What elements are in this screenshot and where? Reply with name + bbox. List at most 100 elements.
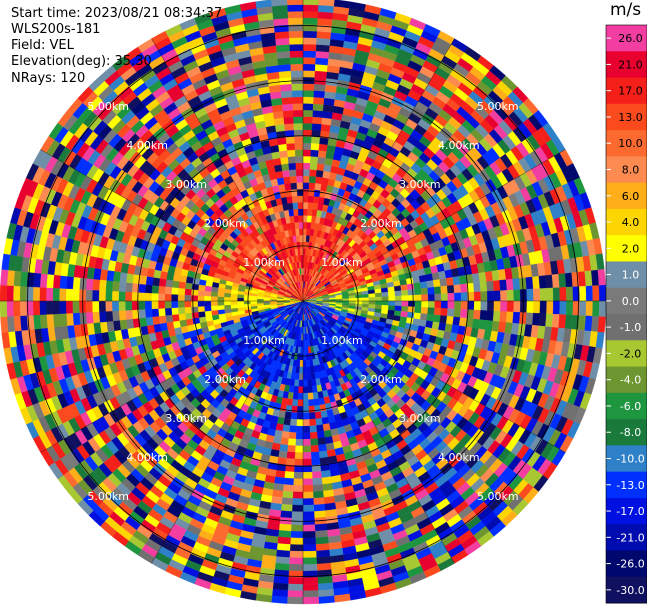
velocity-gate <box>314 523 328 532</box>
velocity-gate <box>66 276 74 290</box>
velocity-gate <box>375 296 383 302</box>
velocity-gate <box>302 123 313 131</box>
velocity-gate <box>282 490 294 499</box>
velocity-gate <box>297 392 304 400</box>
velocity-gate <box>204 290 212 297</box>
velocity-gate <box>230 304 238 309</box>
velocity-gate <box>46 273 55 289</box>
velocity-gate <box>302 155 311 164</box>
velocity-gate <box>171 287 179 295</box>
velocity-gate <box>479 281 488 292</box>
velocity-gates <box>0 0 607 605</box>
velocity-gate <box>315 543 330 552</box>
velocity-gate <box>414 300 422 308</box>
velocity-gate <box>512 311 521 324</box>
velocity-gate <box>295 432 304 440</box>
velocity-gate <box>313 404 321 413</box>
velocity-gate <box>287 444 296 453</box>
velocity-gate <box>172 320 181 329</box>
velocity-gate <box>6 300 14 317</box>
velocity-gate <box>427 287 435 295</box>
velocity-gate <box>6 269 15 286</box>
velocity-gate <box>559 300 567 315</box>
velocity-gate <box>302 188 310 196</box>
velocity-gate <box>559 287 567 302</box>
velocity-gate <box>210 291 218 297</box>
velocity-gate <box>320 470 331 479</box>
velocity-gate <box>210 296 218 302</box>
velocity-gate <box>112 310 120 322</box>
velocity-gate <box>289 550 304 559</box>
velocity-gate <box>421 300 429 308</box>
velocity-gate <box>545 274 554 289</box>
velocity-gate <box>273 476 285 485</box>
velocity-gate <box>295 438 304 447</box>
velocity-gate <box>302 537 316 545</box>
velocity-gate <box>171 313 180 322</box>
velocity-gate <box>184 288 192 296</box>
velocity-gate <box>315 176 323 185</box>
velocity-gate <box>314 70 328 79</box>
velocity-gate <box>314 182 322 191</box>
velocity-gate <box>125 291 133 302</box>
velocity-gate <box>302 175 310 183</box>
velocity-gate <box>597 316 606 333</box>
velocity-gate <box>302 103 314 111</box>
velocity-gate <box>302 504 315 512</box>
velocity-gate <box>111 290 119 302</box>
velocity-gate <box>118 300 126 311</box>
velocity-gate <box>454 300 462 310</box>
velocity-gate <box>6 316 15 333</box>
velocity-gate <box>302 425 311 433</box>
velocity-gate <box>302 0 319 6</box>
velocity-gate <box>318 595 335 604</box>
velocity-gate <box>302 386 308 394</box>
velocity-gate <box>286 451 296 460</box>
velocity-gate <box>539 288 547 302</box>
velocity-gate <box>546 300 554 315</box>
velocity-gate <box>144 292 152 302</box>
velocity-gate <box>418 274 427 283</box>
velocity-gate <box>406 283 415 291</box>
velocity-gate <box>302 169 311 177</box>
velocity-gate <box>288 577 304 585</box>
velocity-gate <box>306 379 313 387</box>
velocity-gate <box>309 162 318 171</box>
velocity-gate <box>236 297 244 302</box>
velocity-gate <box>539 300 547 314</box>
velocity-gate <box>479 310 488 321</box>
velocity-gate <box>427 300 435 309</box>
velocity-gate <box>316 556 331 565</box>
velocity-gate <box>329 299 337 302</box>
velocity-gate <box>308 189 315 197</box>
velocity-gate <box>179 319 188 328</box>
velocity-gate <box>295 425 304 433</box>
velocity-gate <box>164 307 173 316</box>
velocity-gate <box>165 279 174 288</box>
velocity-gate <box>299 353 304 361</box>
velocity-gate <box>0 284 8 302</box>
velocity-gate <box>453 308 462 318</box>
velocity-gate <box>299 366 304 374</box>
velocity-gate <box>316 31 332 40</box>
velocity-gate <box>283 417 291 426</box>
velocity-gate <box>39 300 47 315</box>
velocity-gate <box>394 300 402 307</box>
velocity-gate <box>157 300 166 309</box>
velocity-gate <box>446 308 455 317</box>
velocity-gate <box>302 531 316 539</box>
velocity-gate <box>342 298 350 302</box>
velocity-gate <box>320 410 328 419</box>
velocity-gate <box>361 293 369 299</box>
velocity-gate <box>273 575 289 585</box>
velocity-gate <box>413 282 422 290</box>
velocity-gate <box>184 306 192 314</box>
velocity-gate <box>33 272 42 288</box>
velocity-gate <box>454 292 462 302</box>
velocity-gate <box>237 303 245 309</box>
velocity-gate <box>302 63 316 71</box>
velocity-gate <box>191 306 199 313</box>
velocity-gate <box>381 300 389 306</box>
velocity-gate <box>297 399 304 407</box>
velocity-gate <box>105 310 114 322</box>
